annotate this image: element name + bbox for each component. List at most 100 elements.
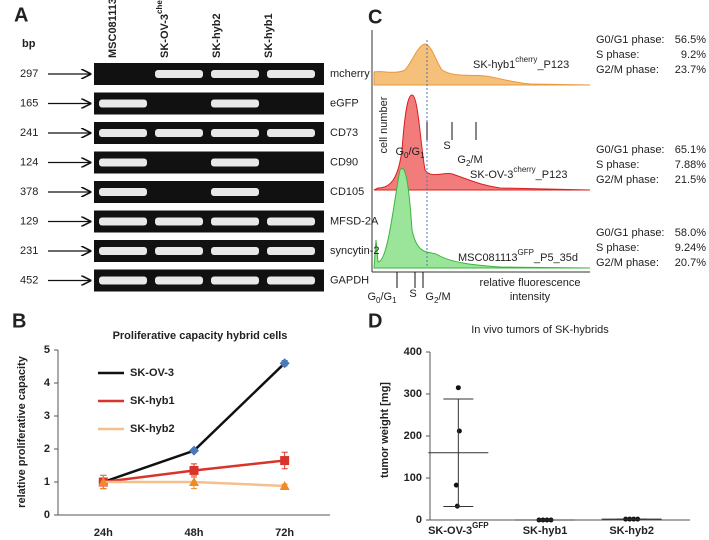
stat-label: G2/M phase: <box>596 174 659 186</box>
phase-marker-part: G <box>367 291 376 303</box>
phase-marker-part: S <box>409 288 416 300</box>
gel-strip <box>94 122 324 144</box>
gene-label: MFSD-2A <box>330 215 379 227</box>
stat-value: 21.5% <box>675 174 706 186</box>
phase-marker: G2/M <box>425 291 450 305</box>
gel-band <box>99 276 147 285</box>
bp-label: 129 <box>20 215 38 227</box>
gel-strip <box>94 92 324 115</box>
gel-strip <box>94 181 324 203</box>
stat-label: S phase: <box>596 242 639 254</box>
lane-label-part: SK-OV-3 <box>159 14 171 58</box>
gel-band <box>211 217 259 226</box>
x-tick-label: SK-OV-3GFP <box>428 521 489 537</box>
x-tick-label-part: SK-hyb1 <box>523 525 568 537</box>
gel-band <box>267 129 315 137</box>
x-tick-label-part: GFP <box>472 521 489 530</box>
stat-value: 7.88% <box>675 159 706 171</box>
lane-label-part: cherry <box>155 0 164 14</box>
flow-histograms <box>371 30 591 288</box>
lane-label-part: SK-hyb1 <box>263 13 275 58</box>
bp-label: 165 <box>20 97 38 109</box>
lane-label-part: MSC081113 <box>107 0 119 58</box>
stat-label: G0/G1 phase: <box>596 144 665 156</box>
phase-marker: G0/G1 <box>367 291 397 305</box>
legend-label: SK-OV-3 <box>130 367 174 379</box>
gel-band <box>155 276 203 285</box>
gel-band <box>211 129 259 137</box>
sample-name-part: _P123 <box>535 169 568 181</box>
bp-label: 124 <box>20 156 38 168</box>
gel-band <box>211 276 259 285</box>
panel-label: A <box>14 4 28 26</box>
flow-x-label: intensity <box>510 291 551 303</box>
lane-label: SK-hyb2 <box>211 13 223 58</box>
sample-name-part: _P123 <box>536 59 569 71</box>
x-tick-label: 24h <box>94 527 113 539</box>
marker <box>279 358 290 369</box>
sample-name-part: MSC081113 <box>458 252 518 264</box>
phase-marker: G0/G1 <box>395 146 425 160</box>
stat-value: 23.7% <box>675 64 706 76</box>
y-tick-label: 100 <box>404 472 422 484</box>
gel-band <box>99 217 147 226</box>
phase-marker-part: /G <box>380 291 392 303</box>
stat-value: 9.24% <box>675 242 706 254</box>
phase-marker: S <box>409 288 416 300</box>
gene-label: mcherry <box>330 68 370 80</box>
panel-label: C <box>368 6 382 28</box>
phase-marker-part: 0 <box>376 296 381 305</box>
bp-label: 378 <box>20 186 38 198</box>
y-tick-label: 1 <box>44 476 50 488</box>
marker <box>280 456 290 466</box>
y-tick-label: 5 <box>44 344 50 356</box>
bp-label: 241 <box>20 127 38 139</box>
gel-band <box>99 158 147 167</box>
sample-name-part: cherry <box>513 165 535 174</box>
phase-marker-part: 1 <box>392 296 397 305</box>
point <box>456 428 462 434</box>
gel-strip <box>94 151 324 174</box>
gel-strip <box>94 63 324 85</box>
bp-label: 297 <box>20 68 38 80</box>
x-tick-label: 48h <box>185 527 204 539</box>
y-tick-label: 3 <box>44 410 50 422</box>
gel-band <box>211 99 259 108</box>
flow-y-label: cell number <box>378 96 390 153</box>
stat-value: 9.2% <box>681 49 706 61</box>
y-tick-label: 400 <box>404 346 422 358</box>
gel-band <box>155 70 203 78</box>
phase-marker: G2/M <box>457 154 482 168</box>
sample-name-part: _P5_35d <box>533 252 578 264</box>
stat-label: G0/G1 phase: <box>596 34 665 46</box>
phase-marker-part: S <box>443 140 450 152</box>
gel-band <box>211 188 259 196</box>
marker <box>279 480 290 490</box>
phase-marker-part: 0 <box>404 151 409 160</box>
gel-band <box>267 70 315 78</box>
gel-band <box>211 247 259 255</box>
gene-label: CD90 <box>330 156 358 168</box>
panel-label: D <box>368 310 382 332</box>
lane-label: SK-OV-3cherry <box>155 0 171 58</box>
gel-strip <box>94 240 324 262</box>
panel-label: B <box>12 310 26 332</box>
sample-name-part: SK-OV-3 <box>470 169 513 181</box>
gel-strip <box>94 269 324 292</box>
flow-x-label: relative fluorescence <box>480 277 581 289</box>
y-tick-label: 200 <box>404 430 422 442</box>
phase-marker: S <box>443 140 450 152</box>
phase-marker-part: /G <box>408 146 420 158</box>
gene-label: GAPDH <box>330 274 369 286</box>
gel-band <box>99 99 147 108</box>
sample-name-part: SK-hyb1 <box>473 59 515 71</box>
chart-title: In vivo tumors of SK-hybrids <box>471 324 609 336</box>
stat-value: 65.1% <box>675 144 706 156</box>
y-tick-label: 0 <box>416 514 422 526</box>
phase-marker-part: 2 <box>434 296 439 305</box>
sample-name-part: GFP <box>518 248 534 257</box>
gel-strip <box>94 210 324 233</box>
gel-band <box>155 129 203 137</box>
marker <box>189 465 199 475</box>
